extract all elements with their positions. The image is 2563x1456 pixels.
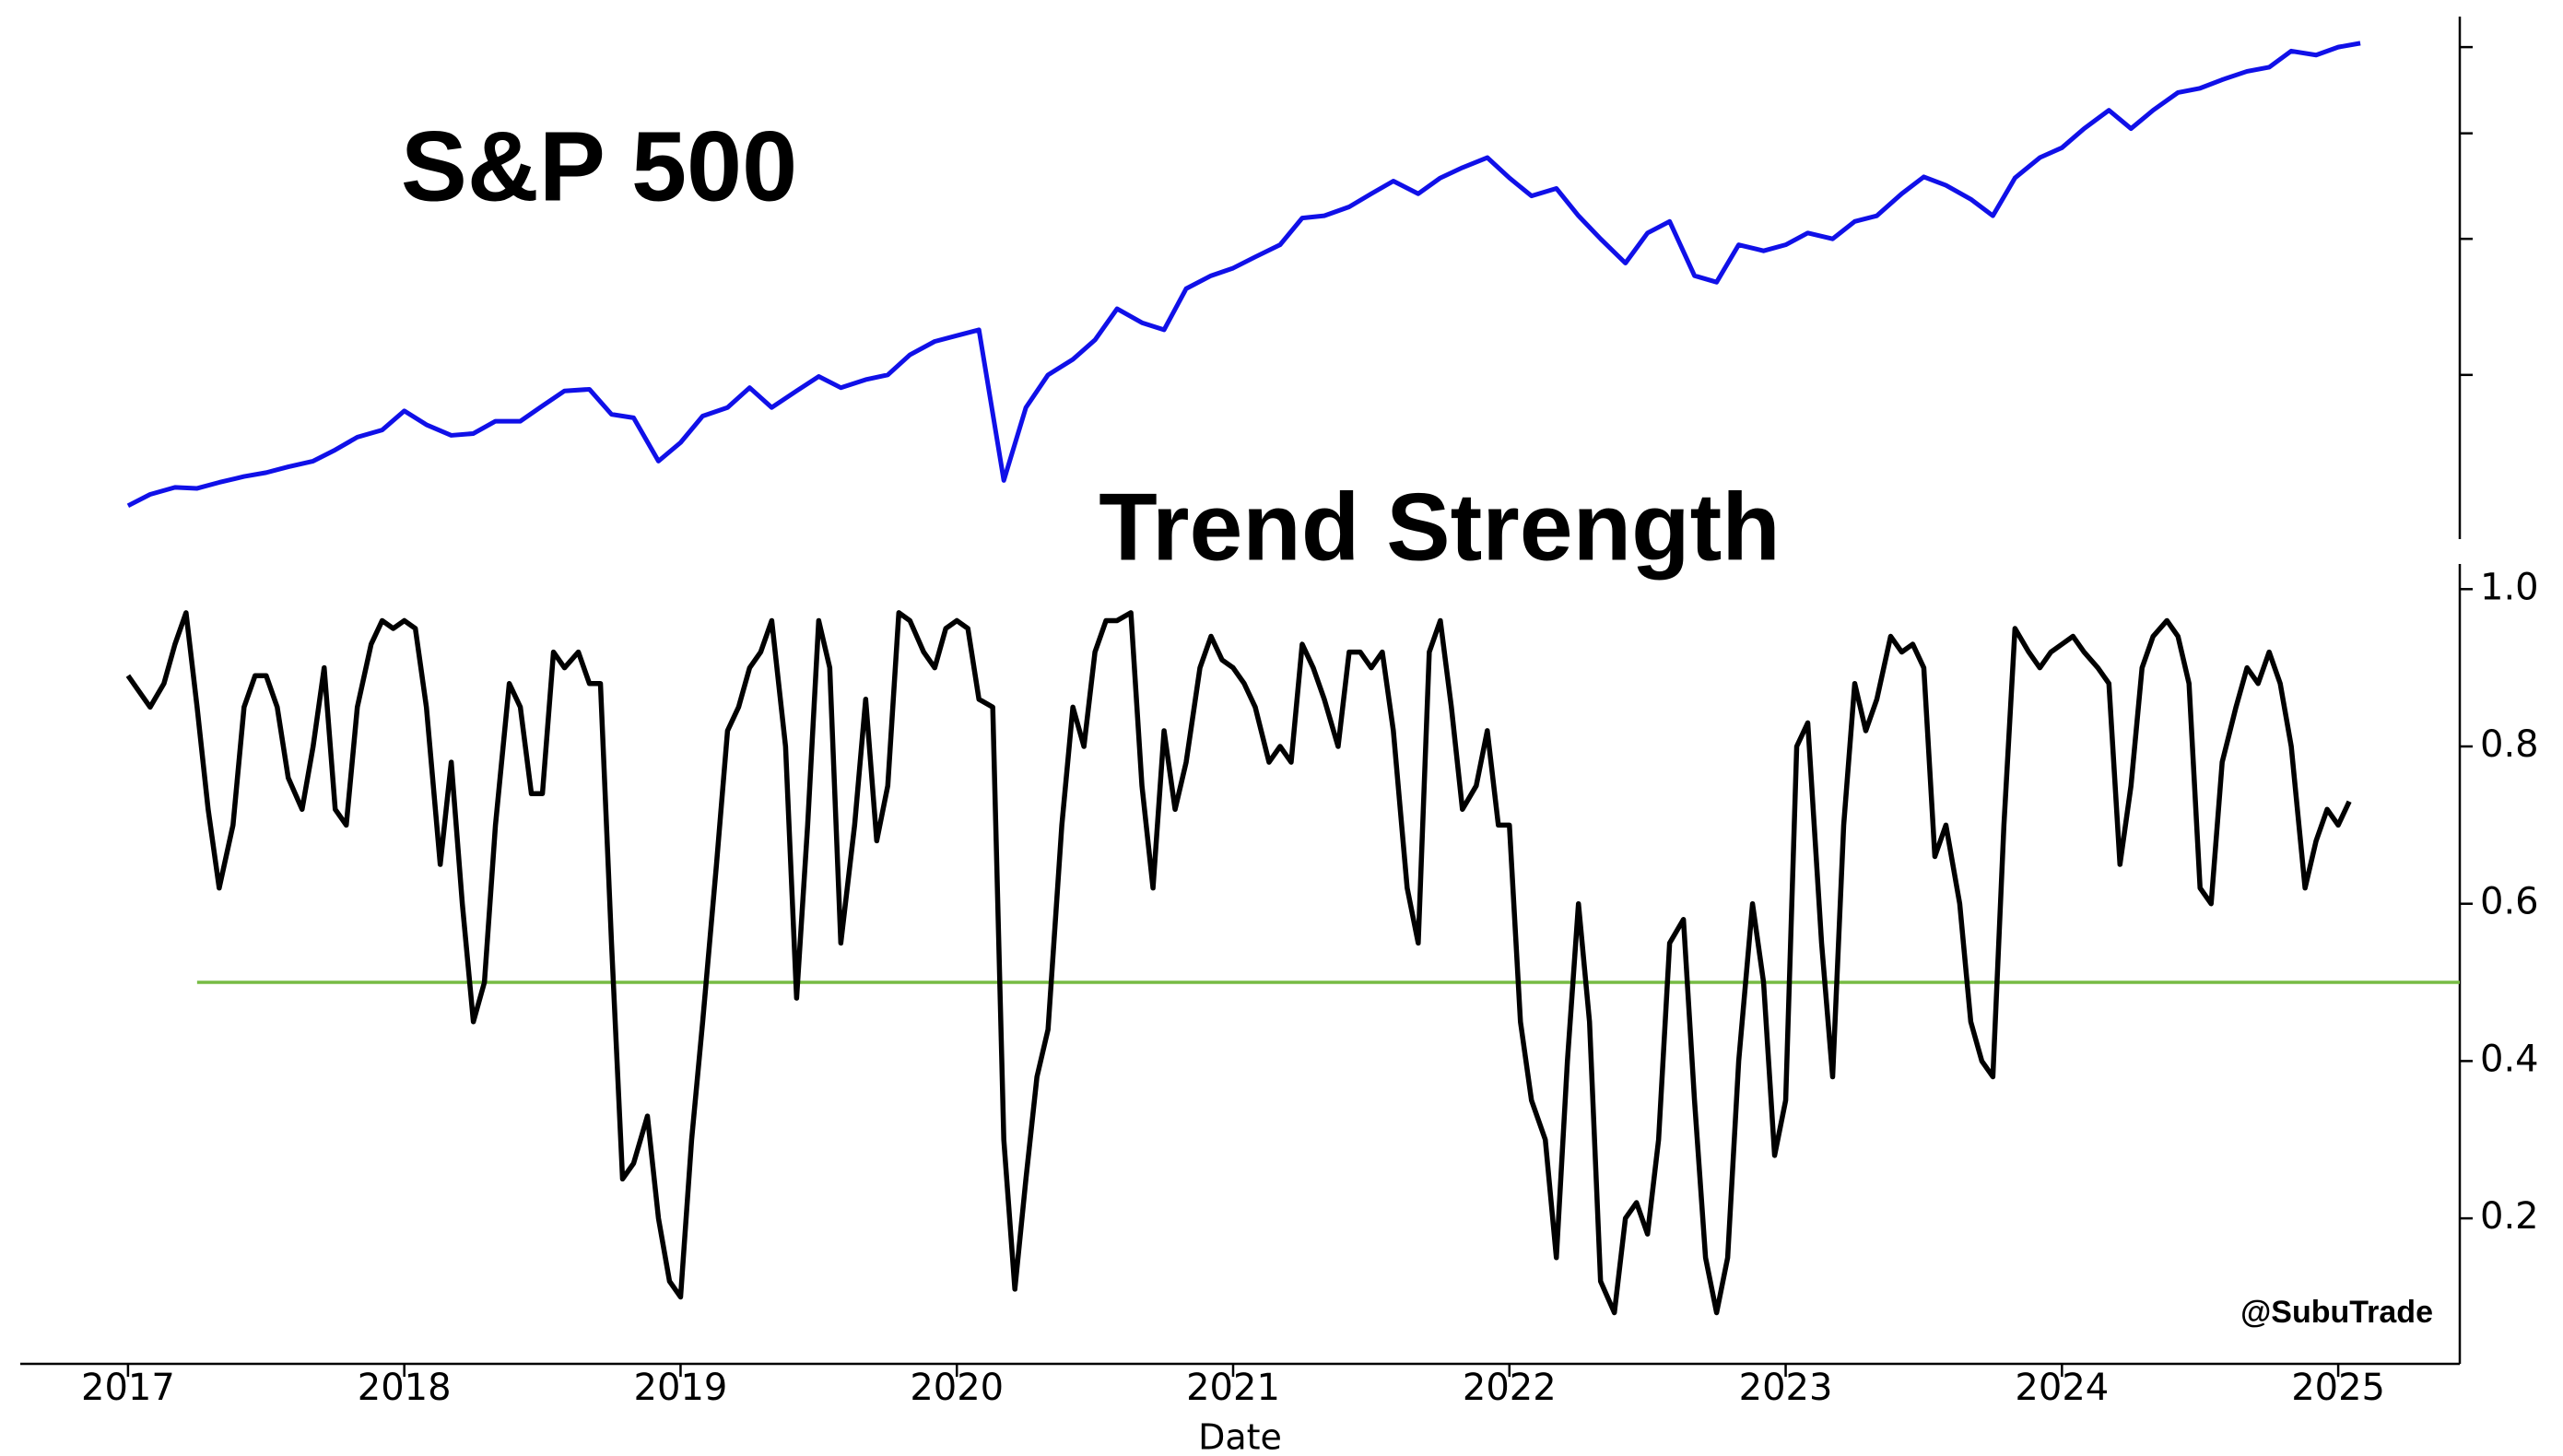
x-tick-label: 2022 (1463, 1367, 1557, 1409)
y-tick-label: 0.8 (2480, 723, 2539, 766)
y-tick-label: 1.0 (2480, 566, 2539, 608)
data-line (126, 41, 2361, 509)
x-tick-label: 2021 (1186, 1367, 1280, 1409)
x-tick-label: 2019 (634, 1367, 728, 1409)
x-tick-label: 2024 (2015, 1367, 2109, 1409)
x-tick-label: 2023 (1739, 1367, 1833, 1409)
y-tick-label: 0.4 (2480, 1038, 2539, 1080)
x-tick-label: 2018 (358, 1367, 452, 1409)
y-tick-label: 0.6 (2480, 881, 2539, 923)
data-line (125, 610, 2352, 1316)
panel-title: Trend Strength (1099, 474, 1781, 581)
x-axis-label: Date (1198, 1417, 1282, 1456)
panel-title: S&P 500 (401, 111, 797, 222)
watermark: @SubuTrade (2240, 1295, 2433, 1330)
y-tick-label: 0.2 (2480, 1195, 2539, 1238)
x-tick-label: 2017 (81, 1367, 175, 1409)
x-tick-label: 2025 (2291, 1367, 2385, 1409)
x-tick-label: 2020 (910, 1367, 1004, 1409)
